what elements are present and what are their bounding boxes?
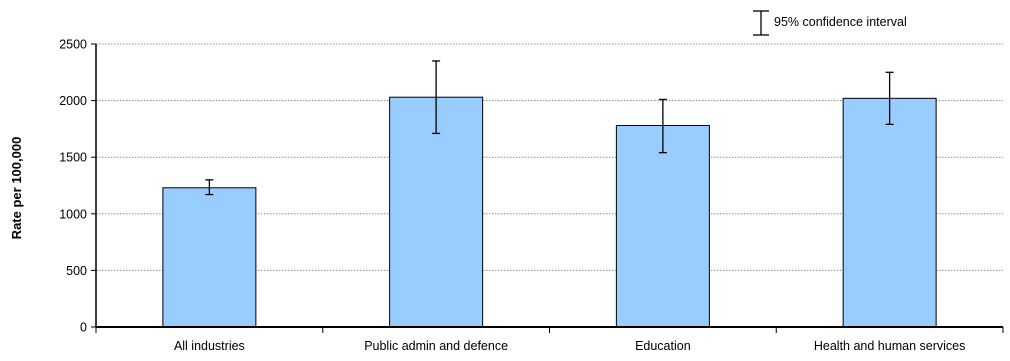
error-bar: [885, 71, 894, 126]
error-bars: [205, 60, 894, 196]
y-tick-label: 2500: [59, 38, 87, 52]
bars: [162, 96, 937, 328]
x-tick-label: Education: [635, 339, 691, 353]
legend: 95% confidence interval: [753, 10, 907, 36]
y-tick-label: 2000: [59, 94, 87, 108]
y-tick-label: 500: [66, 264, 87, 278]
bar-health-and-human-services: [842, 97, 937, 328]
x-tick-label: Health and human services: [814, 339, 965, 353]
x-tick-label: All industries: [174, 339, 245, 353]
axes: [91, 43, 1004, 333]
y-tick-label: 1500: [59, 151, 87, 165]
x-tick-label: Public admin and defence: [364, 339, 508, 353]
error-bar: [432, 60, 441, 135]
bar-education: [615, 125, 710, 328]
y-tick-label: 1000: [59, 207, 87, 221]
bar-all-industries: [162, 187, 257, 328]
legend-label: 95% confidence interval: [774, 15, 907, 29]
y-tick-label: 0: [80, 321, 87, 335]
error-bar: [205, 179, 214, 196]
bar-public-admin-and-defence: [389, 96, 484, 328]
tick-labels: 0 500 1000 1500 2000 2500 All industries Public…: [59, 38, 965, 354]
error-bar: [658, 98, 667, 154]
y-axis-label: Rate per 100,000: [9, 137, 24, 240]
